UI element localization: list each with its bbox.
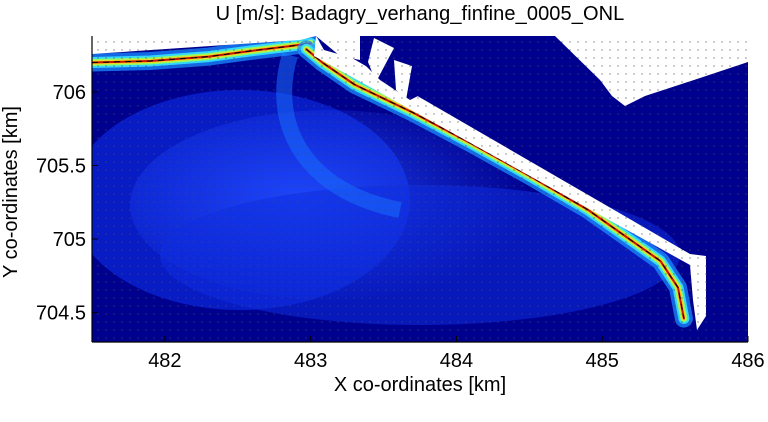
x-tick-label: 484 [440, 350, 473, 372]
field-layer [92, 36, 748, 342]
vector-grid [92, 36, 748, 342]
x-tick-label: 483 [294, 350, 327, 372]
y-tick-label: 705.5 [36, 155, 86, 177]
plot-frame [91, 36, 748, 343]
y-tick-label: 704.5 [36, 303, 86, 325]
y-axis-ticks: 704.5 705 705.5 706 [36, 82, 98, 325]
y-axis-label: Y co-ordinates [km] [0, 106, 22, 278]
x-tick-label: 486 [731, 350, 764, 372]
chart-title: U [m/s]: Badagry_verhang_finfine_0005_ON… [215, 3, 625, 25]
x-axis-label: X co-ordinates [km] [333, 374, 507, 396]
y-tick-label: 706 [53, 82, 86, 104]
x-tick-label: 482 [148, 350, 181, 372]
x-tick-label: 485 [586, 350, 619, 372]
x-axis-ticks: 482 483 484 485 486 [148, 336, 765, 372]
y-tick-label: 705 [53, 229, 86, 251]
